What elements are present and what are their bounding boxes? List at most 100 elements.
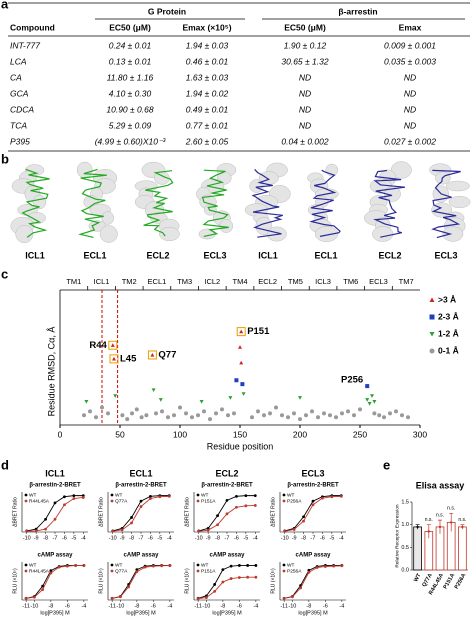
marker xyxy=(286,415,290,420)
data-point xyxy=(229,564,233,568)
marker xyxy=(120,413,125,418)
x-tick-label: -11 xyxy=(280,603,288,609)
structure-label: ECL1 xyxy=(83,250,106,260)
legend-label: P256A xyxy=(287,498,302,504)
table-cell: 0.009 ± 0.001 xyxy=(384,40,436,50)
data-point xyxy=(53,517,57,521)
marker xyxy=(268,411,272,416)
legend-marker xyxy=(196,499,200,503)
marker xyxy=(88,409,92,414)
data-point xyxy=(311,503,315,507)
legend-label: Q77A xyxy=(115,498,128,504)
structure xyxy=(134,161,180,242)
x-tick-label: -10 xyxy=(195,535,203,541)
marker xyxy=(110,343,115,347)
table-cell: 0.46 ± 0.01 xyxy=(186,56,229,66)
data-point xyxy=(25,529,29,533)
data-point xyxy=(110,596,114,600)
marker xyxy=(352,413,356,418)
structure xyxy=(244,162,291,242)
x-tick-label: 300 xyxy=(413,429,427,439)
table-cell: 1.90 ± 0.12 xyxy=(284,40,327,50)
structure xyxy=(10,164,50,244)
table-cell: ND xyxy=(299,120,311,130)
y-axis-title: ΔBRET Ratio xyxy=(184,497,190,527)
data-point xyxy=(254,575,258,579)
table-cell: ND xyxy=(299,104,311,114)
data-point xyxy=(283,529,287,533)
density-blob xyxy=(159,226,180,242)
marker xyxy=(151,388,156,392)
data-point xyxy=(307,570,311,574)
point-label: P151 xyxy=(247,326,270,337)
column-header: EC50 (μM) xyxy=(109,22,151,32)
marker xyxy=(134,407,139,412)
legend-label: R44L45A xyxy=(29,498,50,504)
data-point xyxy=(72,494,76,498)
stick-model xyxy=(431,169,461,239)
marker xyxy=(240,382,245,387)
segment-label: ICL2 xyxy=(204,277,220,286)
data-point xyxy=(41,588,45,592)
density-blob xyxy=(442,226,464,242)
marker xyxy=(367,402,372,406)
structure xyxy=(429,163,471,242)
marker xyxy=(158,398,163,402)
segment-label: ECL3 xyxy=(369,277,388,286)
table-cell: ND xyxy=(404,120,416,130)
x-tick-label: -8 xyxy=(48,603,53,609)
table-cell: 2.60 ± 0.05 xyxy=(185,136,229,146)
legend-label: 0-1 Å xyxy=(438,345,459,355)
panel-label: c xyxy=(1,266,8,281)
data-point xyxy=(302,519,305,523)
legend-marker xyxy=(429,332,435,337)
table-cell: 0.77 ± 0.01 xyxy=(186,120,229,130)
table-cell: 5.29 ± 0.09 xyxy=(109,120,152,130)
data-point xyxy=(197,529,201,533)
table-cell: ND xyxy=(404,72,416,82)
stick-model xyxy=(309,169,341,237)
data-point xyxy=(235,494,238,498)
point-label: P256 xyxy=(341,375,363,386)
marker xyxy=(228,396,233,400)
bar xyxy=(458,526,467,571)
table-cell: 1.94 ± 0.02 xyxy=(186,88,229,98)
table-cell: 0.027 ± 0.002 xyxy=(384,136,436,146)
data-point xyxy=(74,564,78,567)
data-point xyxy=(204,596,208,599)
x-tick-label: -6 xyxy=(320,535,325,541)
marker xyxy=(234,378,239,383)
density-blob xyxy=(15,224,34,244)
structure xyxy=(76,161,118,243)
legend-marker xyxy=(24,493,28,497)
y-tick-label: 1.5 xyxy=(401,499,409,505)
legend-marker xyxy=(429,314,435,320)
x-axis-title: log[P395] M xyxy=(40,610,70,616)
data-point xyxy=(63,503,66,507)
replicate xyxy=(438,525,442,529)
segment-label: ECL1 xyxy=(148,277,167,286)
marker xyxy=(82,413,86,418)
y-axis-title: RLU (×10⁵) xyxy=(98,568,104,594)
data-point xyxy=(168,564,172,567)
data-point xyxy=(302,515,305,519)
y-axis-title: RLU (×10⁵) xyxy=(184,568,190,594)
x-tick-label: -11 xyxy=(194,603,202,609)
legend-label: WT xyxy=(29,492,37,498)
data-point xyxy=(57,565,61,569)
legend-marker xyxy=(24,569,28,573)
marker xyxy=(202,409,206,414)
segment-label: TM4 xyxy=(233,277,248,286)
table-cell: 0.49 ± 0.01 xyxy=(186,104,229,114)
data-point xyxy=(237,576,241,579)
legend-marker xyxy=(196,569,200,573)
group-header: G Protein xyxy=(148,6,186,16)
structure-label: ECL2 xyxy=(146,250,169,260)
marker xyxy=(250,415,254,420)
data-point xyxy=(311,499,315,503)
x-tick-label: -6 xyxy=(151,603,156,609)
legend-label: R44L45A xyxy=(29,568,50,574)
x-axis-title: log[P395] M xyxy=(212,610,242,616)
table-cell: 0.035 ± 0.003 xyxy=(384,56,436,66)
